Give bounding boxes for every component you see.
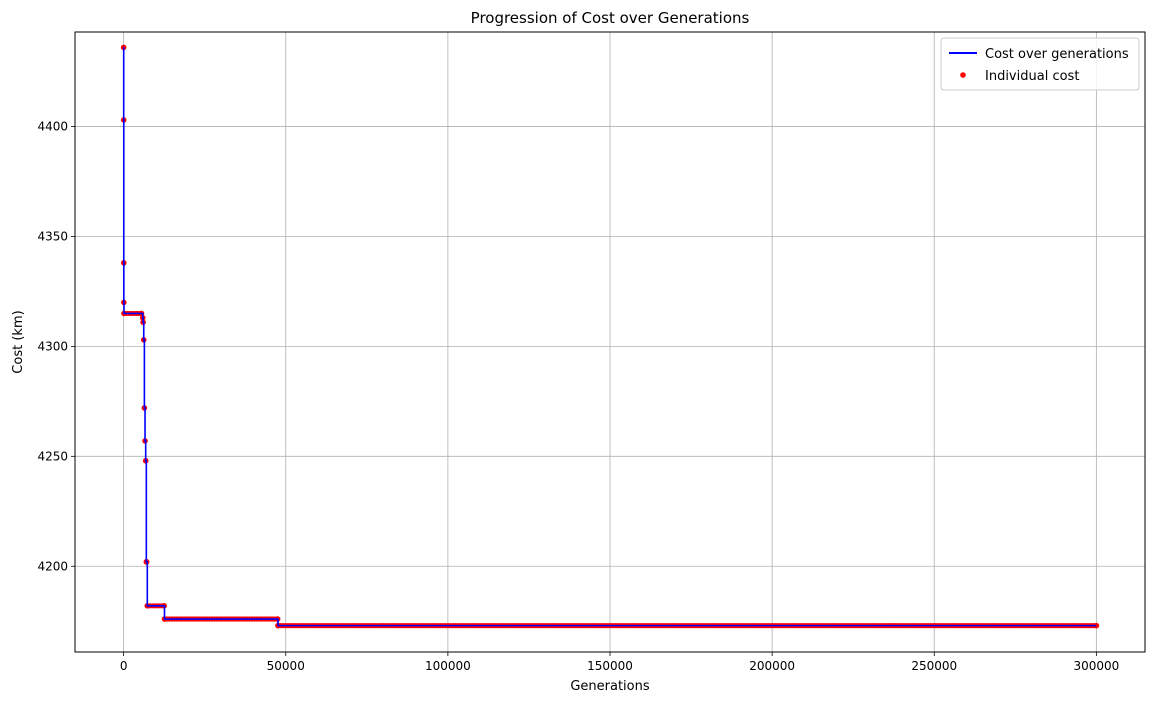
y-tick-label: 4200 xyxy=(37,559,68,573)
plot-area xyxy=(120,44,1100,629)
grid-lines xyxy=(75,32,1145,652)
x-tick-label: 100000 xyxy=(425,659,471,673)
x-tick-label: 0 xyxy=(120,659,128,673)
legend-box xyxy=(940,37,1140,91)
y-axis-label: Cost (km) xyxy=(11,310,26,373)
legend-point-swatch xyxy=(960,72,966,78)
y-tick-label: 4350 xyxy=(37,229,68,243)
y-tick-label: 4300 xyxy=(37,339,68,353)
cost-line xyxy=(122,46,1097,627)
x-tick-label: 200000 xyxy=(749,659,795,673)
y-tick-label: 4250 xyxy=(37,449,68,463)
legend-label-points: Individual cost xyxy=(985,69,1079,84)
x-tick-label: 300000 xyxy=(1073,659,1119,673)
x-tick-label: 150000 xyxy=(587,659,633,673)
x-axis-label: Generations xyxy=(570,679,650,694)
x-tick-label: 250000 xyxy=(911,659,957,673)
x-tick-label: 50000 xyxy=(267,659,305,673)
chart-title: Progression of Cost over Generations xyxy=(471,9,750,27)
legend: Cost over generations Individual cost xyxy=(940,37,1140,91)
legend-label-line: Cost over generations xyxy=(985,47,1129,62)
axis-ticks: 0 50000 100000 150000 200000 250000 300000 4200… xyxy=(37,120,1119,673)
y-tick-label: 4400 xyxy=(37,120,68,134)
